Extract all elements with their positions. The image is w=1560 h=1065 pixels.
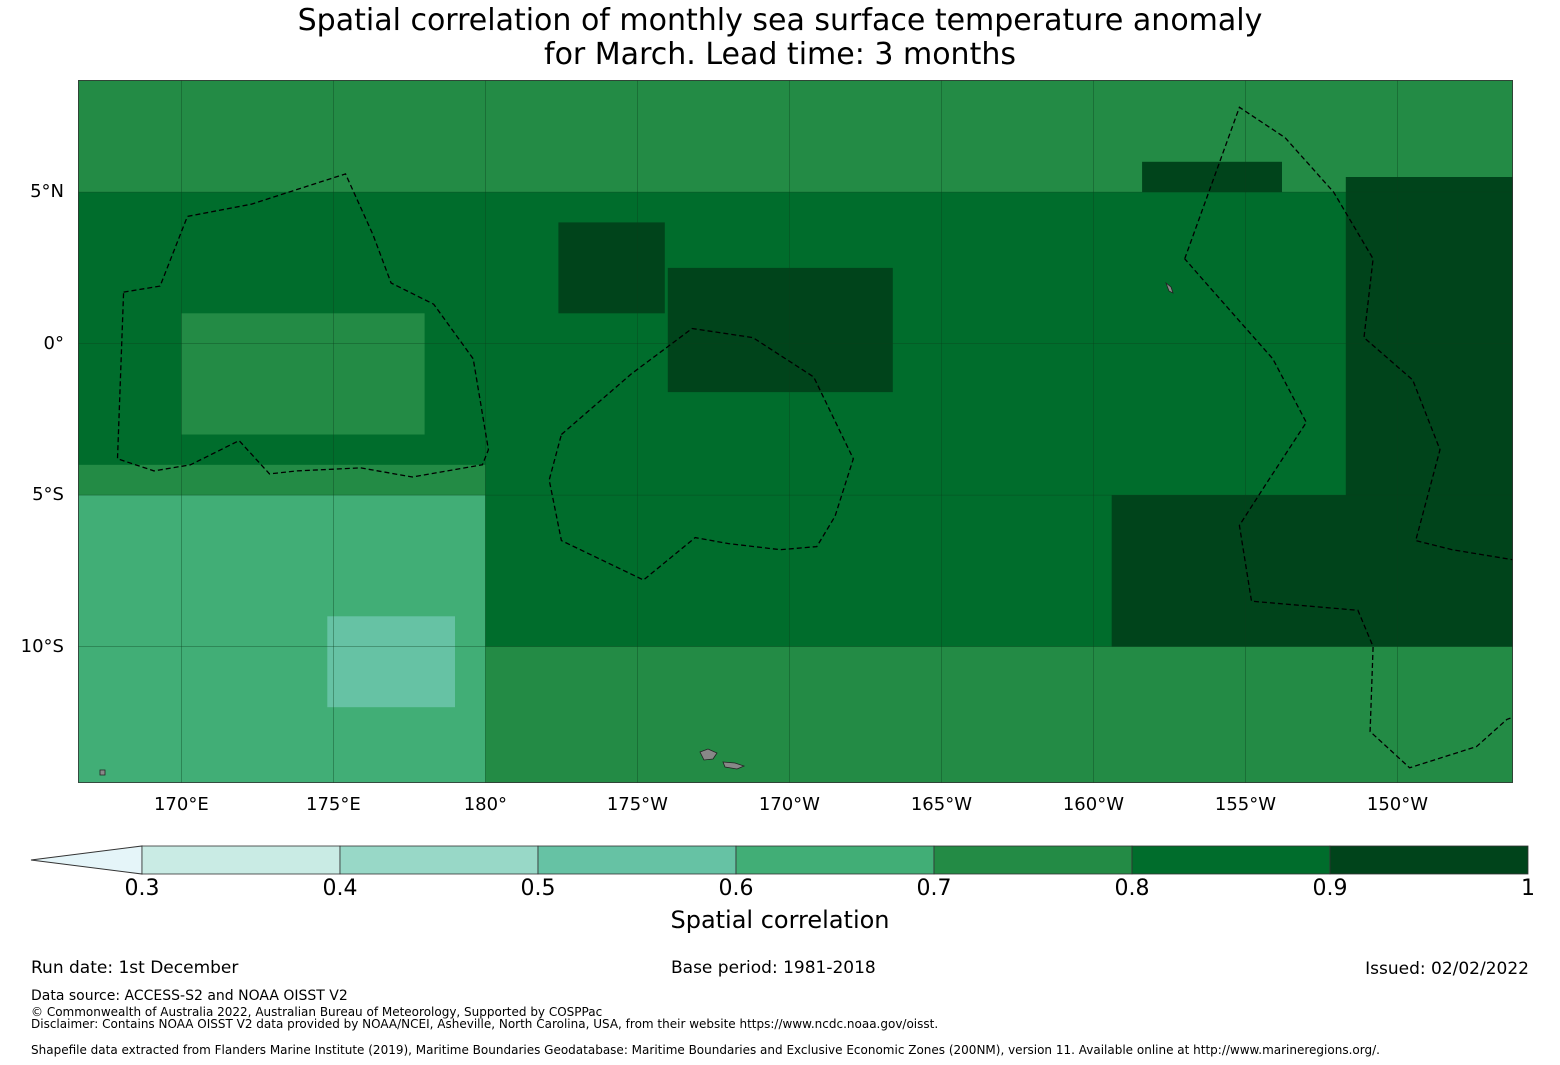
map-frame	[78, 80, 1513, 783]
colorbar-tick-label: 0.6	[718, 876, 754, 901]
disclaimer: Disclaimer: Contains NOAA OISST V2 data …	[31, 1017, 939, 1031]
run-date: Run date: 1st December	[31, 958, 239, 978]
chart-title-line-1: Spatial correlation of monthly sea surfa…	[297, 3, 1263, 38]
correlation-cell	[558, 222, 665, 314]
correlation-map	[78, 80, 1513, 783]
colorbar-tick-label: 0.4	[322, 876, 358, 901]
colorbar-segment	[1329, 845, 1529, 875]
eez-boundary	[548, 327, 854, 581]
colorbar-segment	[339, 845, 539, 875]
lat-label: 0°	[43, 332, 64, 354]
island-tutuila	[722, 761, 746, 770]
data-source: Data source: ACCESS-S2 and NOAA OISST V2	[31, 988, 348, 1004]
colorbar-segment	[1131, 845, 1331, 875]
eez-boundaries	[116, 106, 1513, 769]
colorbar-segment	[141, 845, 341, 875]
lon-label: 175°E	[306, 794, 361, 815]
shapefile-credit: Shapefile data extracted from Flanders M…	[31, 1043, 1380, 1057]
colorbar-tick-label: 0.7	[916, 876, 952, 901]
correlation-regions	[78, 80, 1513, 783]
islands	[99, 281, 1174, 776]
base-period: Base period: 1981-2018	[671, 958, 876, 978]
lat-label: 10°S	[20, 635, 64, 657]
correlation-cell	[1111, 495, 1513, 671]
colorbar-tick-label: 0.3	[124, 876, 160, 901]
colorbar-segment	[537, 845, 737, 875]
eez-boundary	[1184, 106, 1513, 769]
chart-title: Spatial correlation of monthly sea surfa…	[0, 4, 1560, 72]
lat-label: 5°N	[30, 181, 64, 203]
copyright: © Commonwealth of Australia 2022, Austra…	[31, 1005, 603, 1019]
lat-label: 5°S	[32, 484, 64, 506]
lon-label: 155°W	[1214, 794, 1277, 815]
island-samoa	[699, 748, 718, 761]
lon-label: 165°W	[910, 794, 972, 815]
lon-label: 170°W	[758, 794, 820, 815]
colorbar-tick-label: 0.8	[1114, 876, 1150, 901]
colorbar-segment	[735, 845, 935, 875]
island-small-2	[99, 769, 106, 776]
eez-boundary	[116, 173, 490, 478]
colorbar-tick-label: 1	[1521, 876, 1535, 901]
correlation-cell	[181, 313, 425, 435]
colorbar-tick-label: 0.9	[1312, 876, 1348, 901]
lon-label: 175°W	[606, 794, 668, 815]
correlation-cell	[485, 646, 1513, 783]
colorbar-under-arrow	[30, 845, 143, 875]
correlation-cell	[327, 616, 455, 708]
issued-date: Issued: 02/02/2022	[1365, 959, 1529, 979]
map-gridlines	[78, 80, 1513, 783]
island-small-1	[1165, 281, 1174, 294]
colorbar-label: Spatial correlation	[670, 906, 890, 934]
colorbar-segment	[933, 845, 1133, 875]
correlation-cell	[78, 80, 1513, 193]
correlation-cell	[667, 267, 893, 393]
colorbar-tick-label: 0.5	[520, 876, 556, 901]
lon-label: 180°	[463, 794, 508, 815]
colorbar	[30, 845, 1529, 875]
lon-label: 170°E	[153, 794, 209, 815]
lon-label: 160°W	[1062, 794, 1125, 815]
chart-title-line-2: for March. Lead time: 3 months	[544, 37, 1016, 72]
lon-label: 150°W	[1366, 794, 1429, 815]
